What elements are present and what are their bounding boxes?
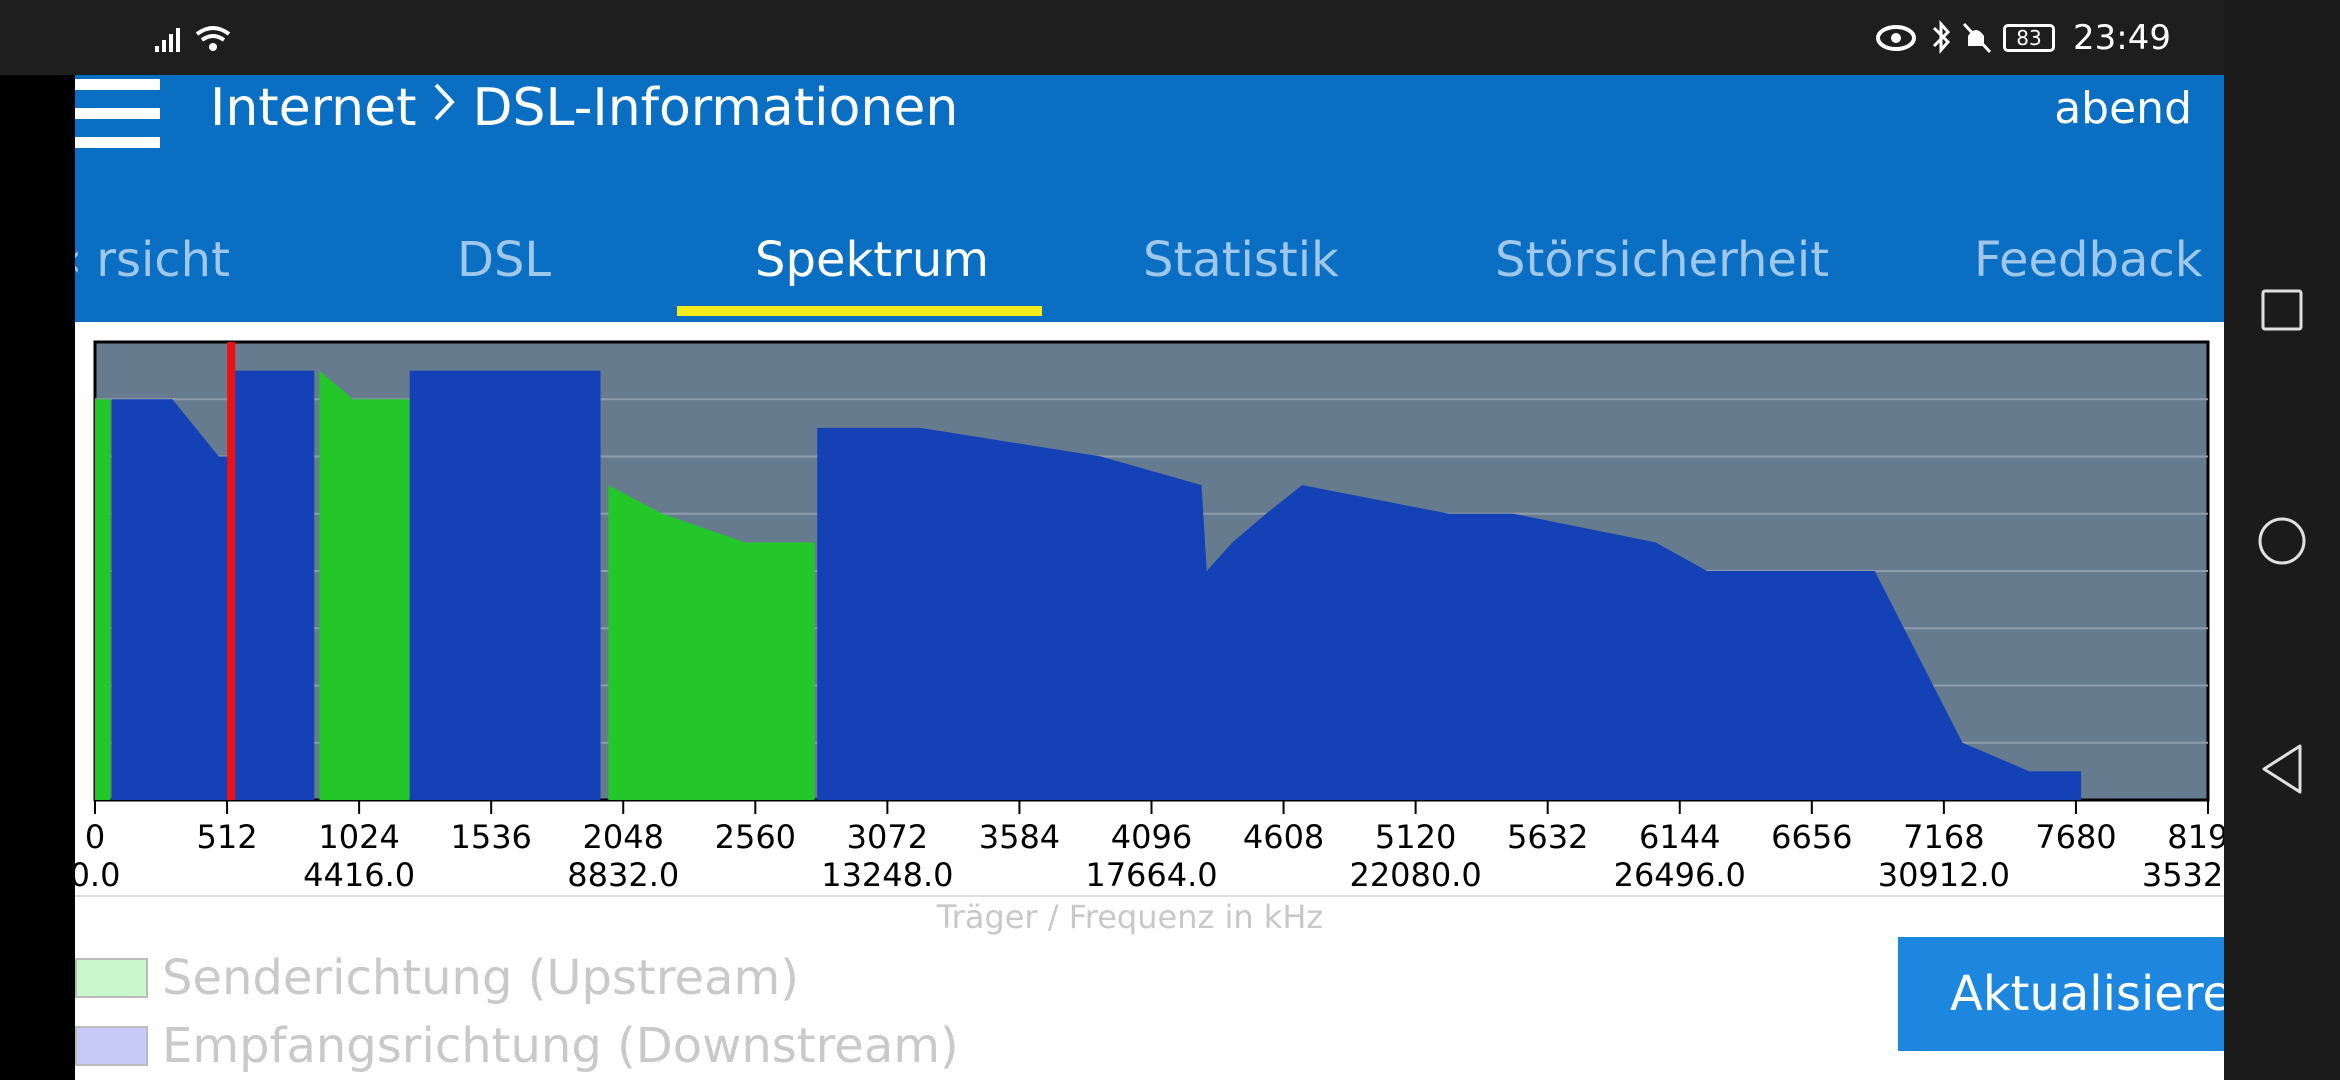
frequency-tick-label: 8832.0 xyxy=(567,856,679,894)
upstream-area xyxy=(95,370,815,800)
carrier-tick-label: 2560 xyxy=(715,818,796,856)
scroll-left-icon[interactable]: ‹ xyxy=(75,232,82,288)
carrier-tick-label: 1536 xyxy=(450,818,531,856)
back-icon[interactable] xyxy=(2258,742,2306,796)
tab-feedback[interactable]: Feedback xyxy=(1974,232,2203,288)
app-header: Internet DSL-Informationen abend ‹ rsich… xyxy=(75,75,2224,322)
frequency-tick-label: 4416.0 xyxy=(303,856,415,894)
carrier-tick-label: 4096 xyxy=(1111,818,1192,856)
carrier-tick-label: 7680 xyxy=(2035,818,2116,856)
carrier-tick-label: 5120 xyxy=(1375,818,1456,856)
tab-stoersicherheit[interactable]: Störsicherheit xyxy=(1495,232,1830,288)
breadcrumb-page: DSL-Informationen xyxy=(472,78,959,138)
active-tab-indicator xyxy=(677,306,1042,316)
carrier-tick-label: 5632 xyxy=(1507,818,1588,856)
menu-icon[interactable] xyxy=(75,79,160,149)
tab-uebersicht[interactable]: ‹ rsicht xyxy=(75,215,230,305)
legend-swatch-upstream xyxy=(75,958,148,998)
refresh-button[interactable]: Aktualisieren xyxy=(1898,937,2224,1051)
carrier-tick-label: 3584 xyxy=(979,818,1060,856)
system-nav-bar xyxy=(2224,0,2340,1080)
tab-dsl[interactable]: DSL xyxy=(457,232,552,288)
battery-icon: 83 xyxy=(2003,24,2055,52)
downstream-area xyxy=(111,370,2082,800)
carrier-tick-label: 4608 xyxy=(1243,818,1324,856)
battery-level: 83 xyxy=(2016,26,2042,50)
frequency-tick-label: 35328.0 xyxy=(2142,856,2224,894)
tab-spektrum[interactable]: Spektrum xyxy=(755,232,989,288)
legend-swatch-downstream xyxy=(75,1026,148,1066)
frequency-tick-label: 22080.0 xyxy=(1349,856,1481,894)
breadcrumb-section[interactable]: Internet xyxy=(210,78,417,138)
user-name[interactable]: abend xyxy=(2054,82,2192,134)
frequency-tick-label: 17664.0 xyxy=(1085,856,1217,894)
carrier-tick-label: 6144 xyxy=(1639,818,1720,856)
app-content: Internet DSL-Informationen abend ‹ rsich… xyxy=(75,75,2224,1080)
frequency-tick-label: 26496.0 xyxy=(1614,856,1746,894)
status-time: 23:49 xyxy=(2073,17,2171,58)
breadcrumb: Internet DSL-Informationen xyxy=(210,75,958,141)
recent-apps-icon[interactable] xyxy=(2260,288,2304,332)
legend-upstream: Senderichtung (Upstream) xyxy=(75,950,799,1006)
tab-bar: ‹ rsicht DSL Spektrum Statistik Störsich… xyxy=(75,215,2224,315)
carrier-tick-label: 8192 xyxy=(2167,818,2224,856)
legend-downstream: Empfangsrichtung (Downstream) xyxy=(75,1018,959,1074)
x-axis-label: Träger / Frequenz in kHz xyxy=(936,898,1323,936)
carrier-tick-label: 3072 xyxy=(847,818,928,856)
frequency-tick-label: 0.0 xyxy=(75,856,120,894)
signal-wifi-icon xyxy=(155,26,231,52)
carrier-tick-label: 6656 xyxy=(1771,818,1852,856)
spectrum-chart: 0 512 1024 1536 2048 2560 3072 3584 4096 4608 5120… xyxy=(75,340,2224,936)
status-bar: 83 23:49 xyxy=(0,0,2340,75)
carrier-tick-label: 7168 xyxy=(1903,818,1984,856)
status-icons xyxy=(1876,20,1992,54)
carrier-tick-label: 0 xyxy=(85,818,105,856)
home-icon[interactable] xyxy=(2256,515,2308,567)
screen-edge xyxy=(0,75,75,1080)
carrier-tick-label: 1024 xyxy=(318,818,399,856)
carrier-tick-label: 2048 xyxy=(583,818,664,856)
chevron-right-icon xyxy=(430,78,458,138)
tab-statistik[interactable]: Statistik xyxy=(1143,232,1339,288)
frequency-tick-label: 30912.0 xyxy=(1878,856,2010,894)
x-axis-ticks: 0 512 1024 1536 2048 2560 3072 3584 4096 4608 5120… xyxy=(75,800,2224,894)
frequency-tick-label: 13248.0 xyxy=(821,856,953,894)
carrier-tick-label: 512 xyxy=(197,818,258,856)
